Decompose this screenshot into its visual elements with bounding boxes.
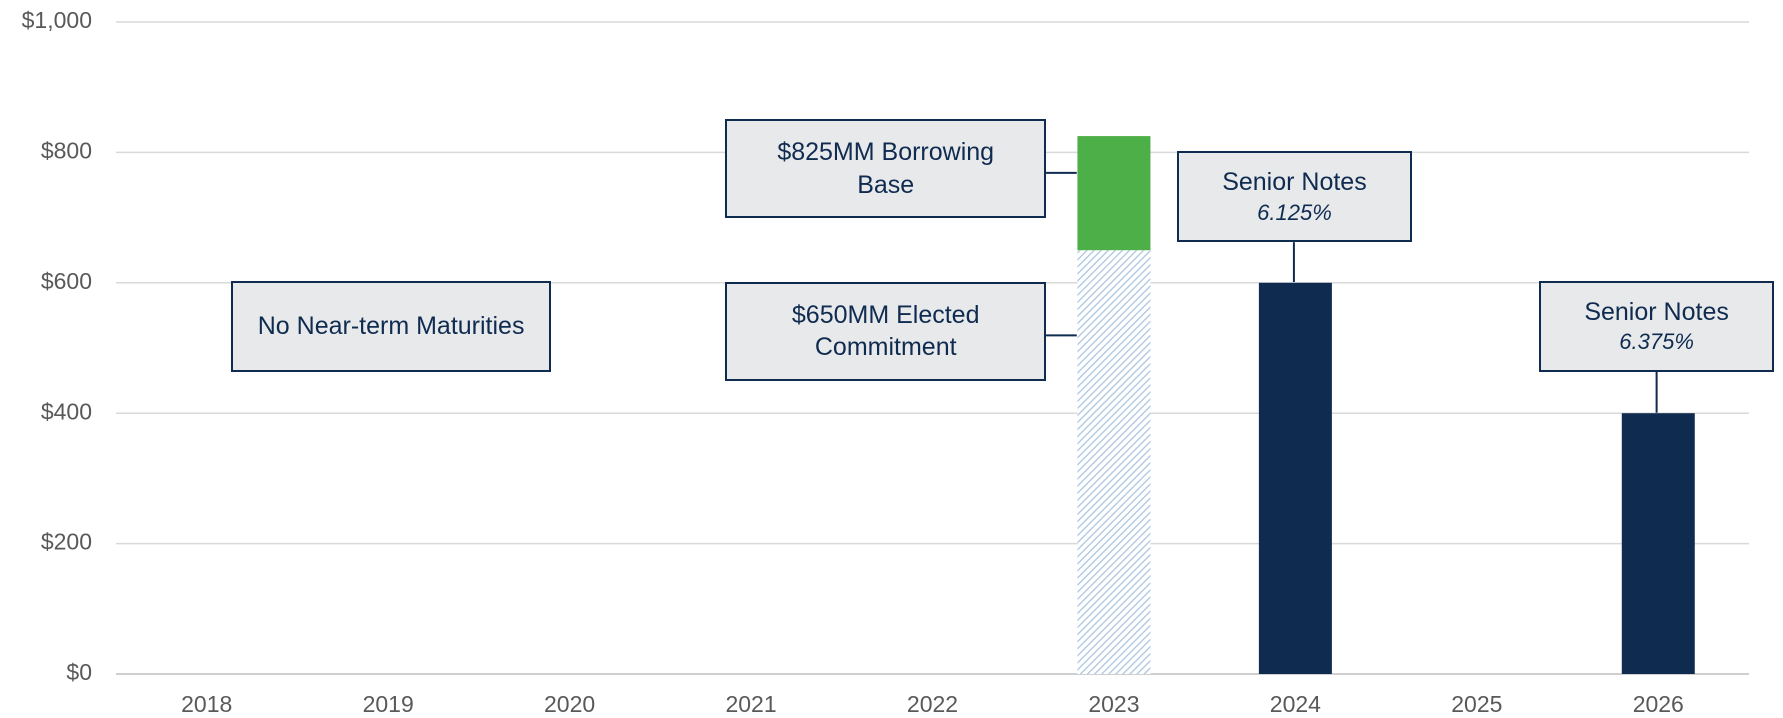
x-tick-label: 2018 — [181, 691, 232, 717]
x-tick-label: 2025 — [1451, 691, 1502, 717]
y-tick-label: $0 — [66, 659, 92, 685]
annotation-box: No Near-term Maturities — [230, 280, 552, 372]
bar-segment — [1077, 136, 1151, 251]
annotation-box: Senior Notes 6.375% — [1539, 280, 1774, 372]
bar-segment — [1077, 250, 1151, 674]
annotation-box: $825MM Borrowing Base — [725, 119, 1047, 219]
x-tick-label: 2020 — [544, 691, 595, 717]
y-tick-label: $200 — [41, 529, 92, 555]
bar-segment — [1621, 413, 1695, 674]
bar-segment — [1258, 282, 1332, 674]
y-tick-label: $600 — [41, 268, 92, 294]
annotation-text: $825MM Borrowing Base — [777, 138, 995, 199]
annotation-box: $650MM Elected Commitment — [725, 281, 1047, 381]
annotation-text: $650MM Elected Commitment — [791, 300, 980, 362]
annotation-box: Senior Notes 6.125% — [1176, 151, 1413, 243]
x-tick-label: 2022 — [907, 691, 958, 717]
annotation-text: Senior Notes — [1222, 168, 1367, 197]
y-tick-label: $800 — [41, 137, 92, 163]
annotation-subtext: 6.375% — [1619, 329, 1694, 355]
annotation-subtext: 6.125% — [1257, 199, 1332, 225]
annotation-text: No Near-term Maturities — [257, 312, 525, 341]
y-tick-label: $1,000 — [22, 7, 92, 33]
x-tick-label: 2026 — [1633, 691, 1684, 717]
x-tick-label: 2019 — [363, 691, 414, 717]
annotation-text: Senior Notes — [1584, 297, 1729, 326]
y-tick-label: $400 — [41, 398, 92, 424]
x-tick-label: 2021 — [725, 691, 776, 717]
x-tick-label: 2023 — [1088, 691, 1139, 717]
x-tick-label: 2024 — [1270, 691, 1321, 717]
